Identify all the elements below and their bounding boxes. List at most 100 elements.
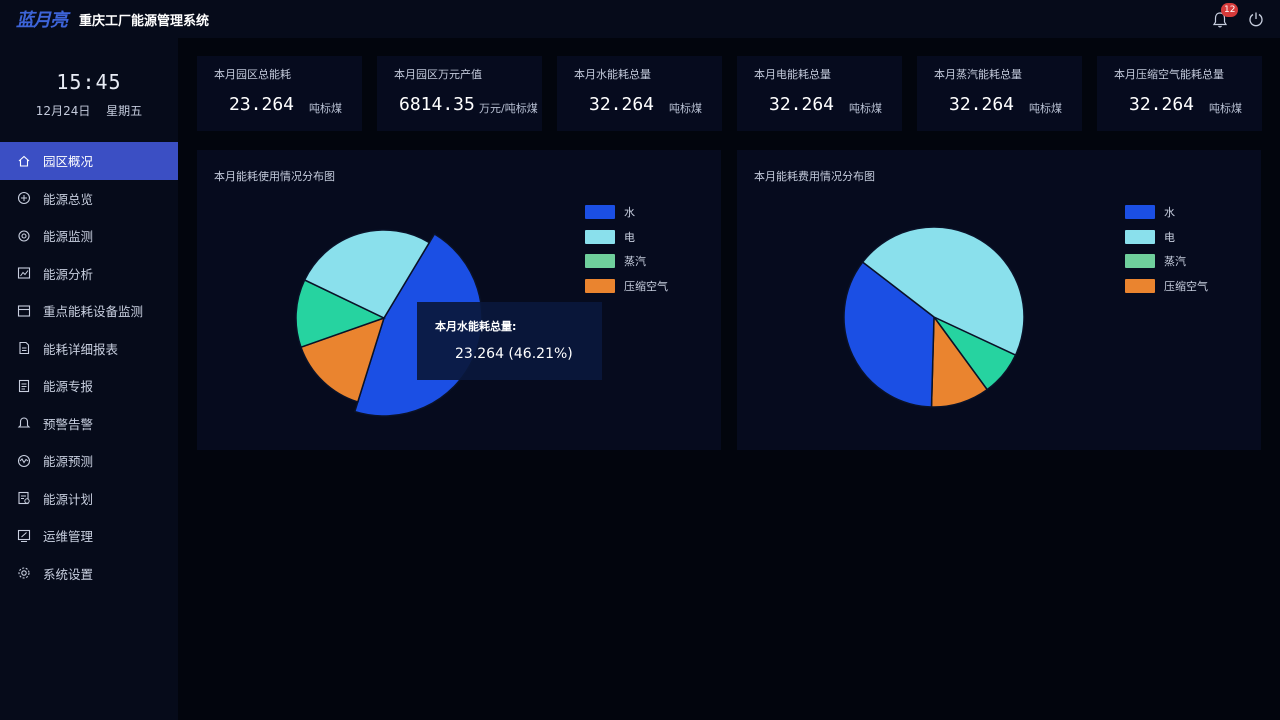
kpi-label: 本月水能耗总量 [574,68,651,81]
date-display: 12月24日 星期五 [0,102,178,119]
monitor-icon [17,229,31,243]
sidebar-item-3[interactable]: 能源监测 [0,217,178,255]
overview-icon [17,191,31,205]
pie-slice-steam[interactable] [295,278,386,349]
kpi-unit: 吨标煤 [669,102,702,115]
panel-title: 本月能耗费用情况分布图 [754,170,875,183]
special-report-icon [17,379,31,393]
sidebar-item-7[interactable]: 能源专报 [0,367,178,405]
kpi-card: 本月水能耗总量 32.264 吨标煤 [557,56,722,131]
maintenance-icon [17,529,31,543]
sidebar-item-label: 运维管理 [43,529,94,545]
power-icon [1249,12,1263,27]
legend-swatch [585,254,615,269]
sidebar-menu: 园区概况能源总览能源监测能源分析重点能耗设备监测 能耗详细报表 能源专报预警告警能源… [0,142,178,592]
kpi-card: 本月园区总能耗 23.264 吨标煤 [197,56,362,131]
sidebar-item-label: 能源预测 [43,454,94,470]
legend-item[interactable]: 电 [585,225,668,250]
top-bar: 蓝月亮 重庆工厂能源管理系统 12 [0,0,1280,38]
sidebar-item-10[interactable]: 能源计划 [0,480,178,518]
sidebar-item-label: 园区概况 [43,154,94,170]
notification-button[interactable]: 12 [1212,3,1239,29]
tooltip-value: 23.264 (46.21%) [455,346,573,362]
sidebar-item-label: 能源专报 [43,379,94,395]
sidebar-item-label: 重点能耗设备监测 [43,304,144,320]
legend-item[interactable]: 水 [585,200,668,225]
kpi-unit: 吨标煤 [1029,102,1062,115]
pie-slice-electric[interactable] [861,226,1025,357]
legend-swatch [1125,278,1155,293]
kpi-value: 32.264 [589,94,655,115]
sidebar-item-8[interactable]: 预警告警 [0,405,178,443]
sidebar-item-2[interactable]: 能源总览 [0,180,178,218]
sidebar-item-label: 预警告警 [43,416,94,432]
clock: 15:45 [56,70,122,94]
brand-logo: 蓝月亮 [16,10,68,31]
kpi-card: 本月园区万元产值 6814.35 万元/吨标煤 [377,56,542,131]
legend-label: 蒸汽 [1164,255,1186,269]
kpi-unit: 吨标煤 [1209,102,1242,115]
legend-item[interactable]: 水 [1125,200,1208,225]
legend-item[interactable]: 蒸汽 [1125,249,1208,274]
sidebar-item-5[interactable]: 重点能耗设备监测 [0,292,178,330]
usage-distribution-panel: 本月能耗使用情况分布图 水电蒸汽压缩空气 本月水能耗总量: 23.264 (46… [197,150,721,450]
main-content: 本月园区总能耗 23.264 吨标煤 本月园区万元产值 6814.35 万元/吨标煤 本月水… [178,38,1280,720]
kpi-unit: 吨标煤 [309,102,342,115]
kpi-unit: 万元/吨标煤 [479,102,538,115]
sidebar-item-label: 能耗详细报表 [43,341,119,357]
sidebar-item-label: 能源总览 [43,191,94,207]
sidebar-item-label: 系统设置 [43,566,94,582]
sidebar-item-11[interactable]: 运维管理 [0,517,178,555]
legend-swatch [1125,229,1155,244]
weekday-text: 星期五 [106,104,143,118]
sidebar-item-6[interactable]: 能耗详细报表 [0,330,178,368]
legend-label: 电 [1164,230,1175,244]
kpi-card: 本月电能耗总量 32.264 吨标煤 [737,56,902,131]
notification-badge: 12 [1221,3,1239,17]
kpi-label: 本月园区万元产值 [394,68,482,81]
sidebar-item-9[interactable]: 能源预测 [0,442,178,480]
date-text: 12月24日 [35,104,91,118]
legend-item[interactable]: 蒸汽 [585,249,668,274]
sidebar: 15:45 12月24日 星期五 园区概况能源总览能源监测能源分析重点能耗设备监… [0,38,178,720]
kpi-card: 本月压缩空气能耗总量 32.264 吨标煤 [1097,56,1262,131]
alarm-icon [17,416,31,430]
sidebar-item-12[interactable]: 系统设置 [0,555,178,593]
kpi-value: 6814.35 [399,94,475,115]
power-button[interactable] [1248,11,1264,27]
sidebar-item-1[interactable]: 园区概况 [0,142,178,180]
kpi-label: 本月蒸汽能耗总量 [934,68,1022,81]
legend-label: 电 [624,230,635,244]
chart-legend: 水电蒸汽压缩空气 [585,200,668,298]
sidebar-item-label: 能源分析 [43,266,94,282]
chart-tooltip: 本月水能耗总量: 23.264 (46.21%) [417,302,602,380]
settings-icon [17,566,31,580]
plan-icon [17,491,31,505]
tooltip-title: 本月水能耗总量: [435,320,517,333]
legend-label: 水 [624,206,635,220]
pie-slice-water[interactable] [843,261,935,408]
legend-swatch [585,205,615,220]
panel-title: 本月能耗使用情况分布图 [214,170,335,183]
kpi-label: 本月园区总能耗 [214,68,291,81]
legend-item[interactable]: 压缩空气 [585,274,668,299]
legend-label: 压缩空气 [1164,279,1208,293]
report-icon [17,341,31,355]
legend-item[interactable]: 电 [1125,225,1208,250]
legend-swatch [1125,205,1155,220]
cost-distribution-panel: 本月能耗费用情况分布图 水电蒸汽压缩空气 [737,150,1261,450]
chart-legend: 水电蒸汽压缩空气 [1125,200,1208,298]
pie-slice-electric[interactable] [303,229,431,319]
kpi-label: 本月压缩空气能耗总量 [1114,68,1224,81]
sidebar-item-4[interactable]: 能源分析 [0,255,178,293]
kpi-unit: 吨标煤 [849,102,882,115]
cost-pie-chart[interactable] [737,150,1261,450]
analysis-icon [17,266,31,280]
home-icon [17,154,31,168]
legend-swatch [585,229,615,244]
usage-pie-chart[interactable] [197,150,721,450]
legend-item[interactable]: 压缩空气 [1125,274,1208,299]
legend-label: 压缩空气 [624,279,668,293]
pie-slice-air[interactable] [300,316,386,403]
sidebar-item-label: 能源监测 [43,229,94,245]
